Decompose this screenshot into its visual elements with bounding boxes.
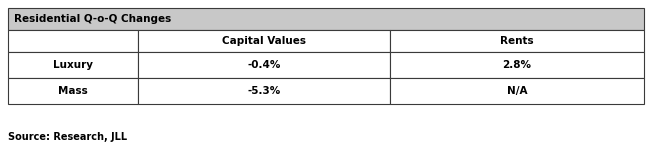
Bar (139, 78, 390, 104)
Text: Capital Values: Capital Values (222, 36, 306, 46)
Bar (390, 52, 644, 78)
Bar (390, 78, 644, 104)
Text: Source: Research, JLL: Source: Research, JLL (8, 132, 127, 142)
Bar (8, 30, 139, 52)
Bar (8, 8, 644, 30)
Text: Residential Q-o-Q Changes: Residential Q-o-Q Changes (14, 14, 171, 24)
Text: Rents: Rents (500, 36, 534, 46)
Text: -0.4%: -0.4% (247, 60, 281, 70)
Text: -5.3%: -5.3% (247, 86, 281, 96)
Text: Luxury: Luxury (53, 60, 93, 70)
Bar (8, 78, 139, 104)
Bar (8, 52, 139, 78)
Text: N/A: N/A (507, 86, 527, 96)
Bar (390, 30, 644, 52)
Bar (139, 30, 390, 52)
Bar (139, 52, 390, 78)
Text: 2.8%: 2.8% (502, 60, 531, 70)
Text: Mass: Mass (58, 86, 88, 96)
